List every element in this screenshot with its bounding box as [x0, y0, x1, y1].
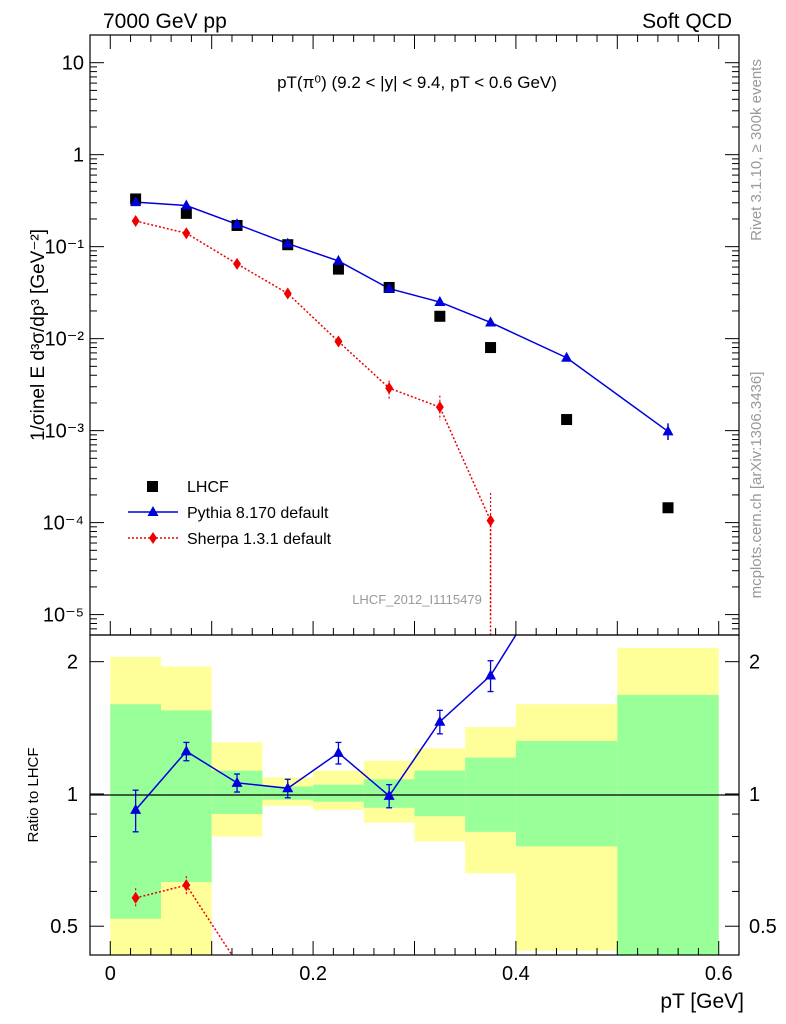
main-title: pT(π⁰) (9.2 < |y| < 9.4, pT < 0.6 GeV) [277, 73, 557, 92]
lhcf-point [485, 342, 497, 354]
legend-label-lhcf: LHCF [187, 479, 229, 496]
header-left: 7000 GeV pp [103, 10, 227, 33]
band-inner-bin [160, 710, 212, 883]
band-inner-bin [414, 770, 466, 817]
band-inner-bin [313, 784, 364, 802]
ratio-y-tick-label-right: 2 [749, 652, 760, 674]
rivet-label: Rivet 3.1.10, ≥ 300k events [748, 59, 765, 241]
ratio-pythia-point [180, 745, 192, 756]
sherpa-point [182, 227, 191, 240]
ratio-pythia-point [332, 746, 344, 757]
legend-marker-sherpa [149, 532, 157, 544]
x-tick-label: 0.4 [502, 963, 530, 985]
lhcf-point [332, 263, 344, 275]
ratio-sherpa-point [131, 891, 140, 904]
main-y-tick-label: 10⁻¹ [45, 237, 85, 259]
pythia-point [332, 254, 344, 265]
legend-marker-lhcf [147, 481, 158, 492]
ratio-y-tick-label-left: 2 [67, 652, 78, 674]
ratio-pythia-point [130, 803, 142, 814]
ratio-pythia-point [434, 715, 446, 726]
main-plot-marks [130, 193, 674, 635]
sherpa-point [334, 335, 343, 348]
sherpa-point [233, 257, 242, 270]
pythia-point [180, 199, 192, 210]
analysis-id-label: LHCF_2012_I1115479 [352, 592, 482, 607]
legend: LHCF Pythia 8.170 default Sherpa 1.3.1 d… [128, 479, 332, 548]
axis-ticks: 10 1 10⁻¹ 10⁻² 10⁻³ 10⁻⁴ 10⁻⁵ 0.5 0.5 1 1 2 2 0 0.2 0.4… [43, 34, 777, 985]
band-inner-bin [515, 740, 618, 847]
legend-label-pythia: Pythia 8.170 default [187, 505, 329, 522]
main-y-tick-label: 1 [73, 145, 84, 167]
sherpa-point [486, 514, 495, 527]
pythia-point [282, 237, 294, 248]
band-inner-bin [617, 694, 719, 955]
legend-marker-pythia [147, 506, 159, 516]
ratio-plot-marks [130, 635, 517, 955]
ratio-sherpa-point [182, 879, 191, 892]
header-right: Soft QCD [642, 10, 732, 33]
pythia-line [135, 201, 669, 433]
y-axis-label-ratio: Ratio to LHCF [25, 747, 42, 842]
pythia-point [561, 351, 573, 362]
main-y-tick-label: 10⁻³ [45, 421, 85, 443]
pythia-point [662, 425, 674, 436]
lhcf-point [434, 310, 446, 322]
pythia-point [383, 282, 395, 293]
main-y-tick-label: 10⁻⁵ [43, 605, 84, 627]
pythia-point [485, 316, 497, 327]
pythia-point [434, 296, 446, 307]
x-tick-label: 0.2 [299, 963, 327, 985]
main-y-tick-label: 10 [62, 53, 84, 75]
sherpa-point [435, 401, 444, 414]
ratio-y-tick-label-left: 0.5 [50, 916, 78, 938]
y-axis-label-main: 1/σinel E d³σ/dp³ [GeV⁻²] [28, 229, 49, 441]
ratio-pythia-point [231, 776, 243, 787]
lhcf-point [561, 414, 573, 426]
lhcf-point [662, 502, 674, 514]
main-y-tick-label: 10⁻⁴ [43, 513, 84, 535]
legend-label-sherpa: Sherpa 1.3.1 default [187, 531, 332, 548]
sherpa-line [135, 220, 492, 635]
ratio-y-tick-label-left: 1 [67, 784, 78, 806]
sherpa-point [385, 382, 394, 395]
ratio-pythia-point [485, 669, 497, 680]
ratio-y-tick-label-right: 1 [749, 784, 760, 806]
main-y-tick-label: 10⁻² [45, 329, 85, 351]
x-tick-label: 0 [105, 963, 116, 985]
uncertainty-bands [110, 647, 719, 955]
x-tick-label: 0.6 [705, 963, 733, 985]
sherpa-point [131, 215, 140, 228]
ratio-pythia-point [383, 789, 395, 800]
ratio-pythia-point [282, 782, 294, 793]
pythia-point [231, 218, 243, 229]
sherpa-point [283, 287, 292, 300]
pythia-point [130, 196, 142, 207]
ratio-y-tick-label-right: 0.5 [749, 916, 777, 938]
x-axis-label: pT [GeV] [660, 990, 744, 1013]
mcplots-label: mcplots.cern.ch [arXiv:1306.3436] [748, 372, 765, 599]
lhcf-point [180, 207, 192, 219]
